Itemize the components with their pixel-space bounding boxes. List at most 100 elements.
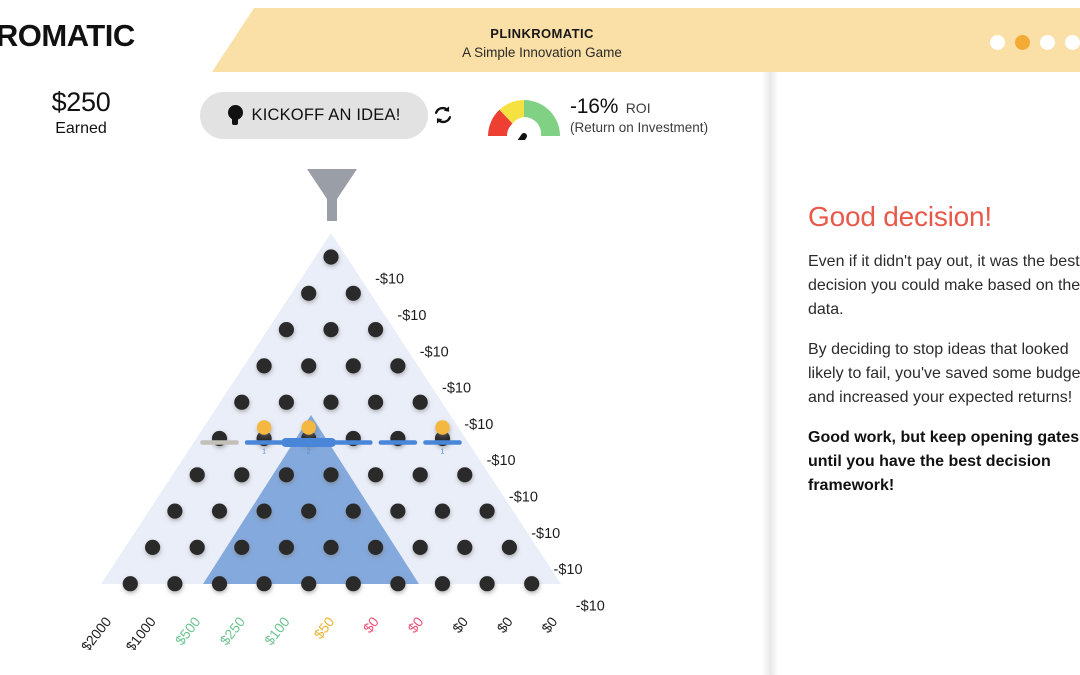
gauge-dial: [488, 100, 560, 161]
peg: [501, 539, 517, 555]
peg: [390, 358, 406, 374]
peg: [278, 467, 294, 483]
gate-row[interactable]: 1 2 1: [200, 420, 462, 456]
cost-label: -$10: [554, 562, 583, 578]
gate-peg[interactable]: [435, 420, 450, 435]
peg: [323, 539, 339, 555]
progress-dot-3[interactable]: [1040, 35, 1055, 50]
roi-readout: -16% ROI (Return on Investment): [570, 95, 708, 135]
gate-peg[interactable]: [256, 420, 272, 435]
progress-dots: [990, 35, 1080, 50]
peg: [211, 576, 228, 592]
progress-dot-2[interactable]: [1015, 35, 1030, 50]
peg-grid: [122, 249, 540, 592]
peg: [301, 576, 317, 592]
peg: [167, 503, 183, 519]
feedback-paragraph-2: By deciding to stop ideas that looked li…: [808, 341, 1080, 406]
gate-count-label: 1: [441, 449, 445, 456]
cost-label: -$10: [509, 490, 538, 506]
app-logo: KROMATIC: [0, 18, 135, 54]
feedback-panel: Good decision! Even if it didn't pay out…: [808, 200, 1080, 498]
progress-dot-1[interactable]: [990, 35, 1005, 50]
peg: [368, 394, 384, 410]
roi-expansion: (Return on Investment): [570, 120, 709, 135]
peg: [189, 467, 205, 483]
stat-earned: $250 Earned: [34, 86, 128, 140]
peg: [323, 322, 339, 338]
cost-label: -$10: [420, 344, 449, 360]
payout-label: $250: [216, 614, 248, 649]
peg: [301, 285, 317, 301]
refresh-icon[interactable]: [432, 104, 454, 126]
cost-label: -$10: [442, 381, 471, 397]
payout-label: $0: [494, 614, 516, 636]
peg: [278, 539, 294, 555]
peg: [479, 503, 495, 519]
peg: [301, 358, 317, 374]
stat-earned-value: $250: [51, 87, 111, 117]
cost-label: -$10: [576, 598, 605, 614]
gate-count-label: 2: [307, 449, 311, 456]
kickoff-button-label: KICKOFF AN IDEA!: [251, 106, 401, 124]
peg: [524, 576, 540, 592]
stat-earned-label: Earned: [55, 120, 107, 137]
payout-label: $0: [404, 614, 426, 636]
peg: [345, 503, 361, 519]
payout-label: $1000: [122, 614, 159, 650]
peg: [234, 394, 250, 410]
top-strip: [0, 0, 1080, 6]
peg: [234, 539, 250, 555]
roi-value: -16%: [570, 95, 619, 118]
progress-dot-4[interactable]: [1065, 35, 1080, 50]
peg: [434, 503, 451, 519]
peg: [390, 576, 406, 592]
peg: [323, 249, 339, 265]
funnel-icon: [307, 169, 357, 221]
peg: [412, 539, 428, 555]
peg: [256, 576, 272, 592]
gate-count-label: 1: [262, 449, 266, 456]
payout-label: $0: [538, 614, 560, 636]
stat-budget-value: 0: [0, 86, 26, 118]
peg: [368, 539, 384, 555]
payout-label: $0: [449, 614, 471, 636]
stat-budget: 0 t: [0, 86, 26, 140]
board-inner-triangle: [203, 415, 419, 584]
roi-gauge: [484, 92, 564, 161]
payout-labels: $2000 $1000 $500 $250 $100 $50 $0 $0 $0 $0 $0: [78, 614, 561, 650]
peg: [256, 503, 272, 519]
logo-text: KROMATIC: [0, 18, 135, 53]
feedback-paragraph-1: Even if it didn't pay out, it was the be…: [808, 253, 1080, 318]
plinko-board: 1 2 1 -$10 -$10 -$10 -$10 -$10 -$10 -$10 -$10 -$10…: [0, 150, 775, 650]
cost-label: -$10: [375, 272, 404, 288]
banner-title: PLINKROMATIC: [490, 26, 594, 41]
peg: [345, 576, 361, 592]
peg: [412, 467, 428, 483]
peg: [122, 576, 138, 592]
peg: [323, 394, 339, 410]
peg: [278, 394, 294, 410]
cost-label: -$10: [397, 308, 426, 324]
peg: [278, 322, 294, 338]
payout-label: $0: [360, 614, 382, 636]
peg: [256, 358, 272, 374]
peg: [434, 576, 451, 592]
peg: [479, 576, 495, 592]
gate-peg[interactable]: [301, 420, 316, 435]
kickoff-an-idea-button[interactable]: KICKOFF AN IDEA!: [200, 92, 428, 139]
feedback-heading: Good decision!: [808, 201, 992, 232]
banner-subtitle: A Simple Innovation Game: [462, 45, 622, 60]
payout-label: $500: [172, 614, 204, 649]
peg: [457, 539, 473, 555]
lightbulb-icon: [227, 105, 243, 126]
cost-label: -$10: [464, 417, 493, 433]
panel-divider: [762, 72, 778, 675]
plinko-board-svg[interactable]: 1 2 1 -$10 -$10 -$10 -$10 -$10 -$10 -$10 -$10 -$10…: [0, 150, 775, 650]
cost-label: -$10: [531, 526, 560, 542]
peg: [189, 539, 205, 555]
payout-label: $100: [261, 614, 293, 649]
payout-label: $50: [310, 614, 337, 642]
peg: [345, 285, 361, 301]
roi-tag: ROI: [625, 100, 651, 116]
